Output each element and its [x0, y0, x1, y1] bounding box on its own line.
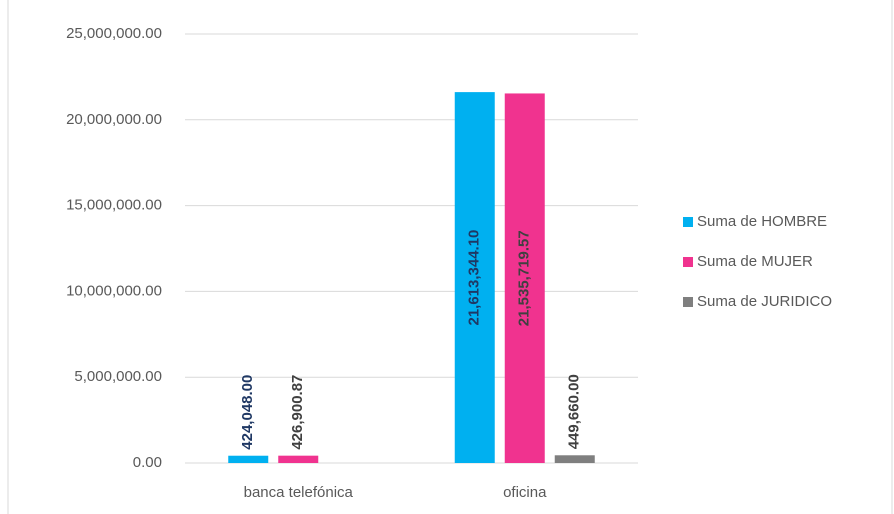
- data-label: 21,535,719.57: [516, 230, 533, 326]
- legend-swatch: [683, 257, 693, 267]
- y-tick-label: 0.00: [133, 454, 162, 471]
- legend-label: Suma de JURIDICO: [697, 293, 832, 310]
- data-label: 426,900.87: [289, 375, 306, 450]
- legend-label: Suma de HOMBRE: [697, 213, 827, 230]
- bar: [554, 455, 595, 463]
- legend-swatch: [683, 297, 693, 307]
- legend-swatch: [683, 217, 693, 227]
- y-tick-label: 15,000,000.00: [66, 197, 162, 214]
- data-label: 424,048.00: [239, 375, 256, 450]
- bar: [454, 92, 495, 463]
- x-tick-label: oficina: [503, 484, 547, 501]
- y-tick-label: 20,000,000.00: [66, 111, 162, 128]
- x-tick-label: banca telefónica: [244, 484, 354, 501]
- y-tick-label: 5,000,000.00: [74, 368, 162, 385]
- y-tick-label: 10,000,000.00: [66, 282, 162, 299]
- bar: [278, 455, 319, 463]
- legend-label: Suma de MUJER: [697, 253, 813, 270]
- bar: [228, 455, 269, 463]
- data-label: 449,660.00: [566, 374, 583, 449]
- y-tick-label: 25,000,000.00: [66, 25, 162, 42]
- chart-border: [7, 0, 893, 514]
- bar: [504, 93, 545, 463]
- data-label: 21,613,344.10: [466, 230, 483, 326]
